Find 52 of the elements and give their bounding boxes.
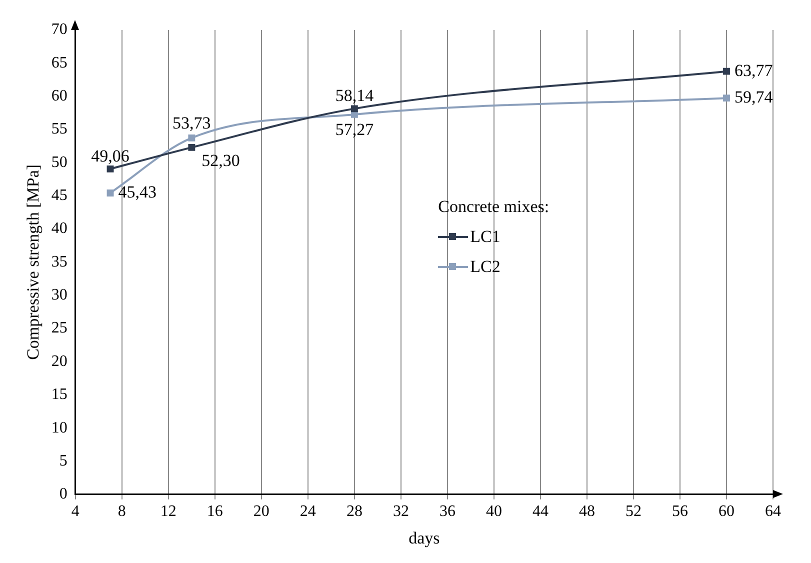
point	[350, 105, 358, 112]
y-tick-label: 45	[51, 187, 68, 204]
x-tick-label: 44	[532, 503, 548, 520]
x-tick-label: 64	[765, 503, 781, 520]
point	[106, 165, 114, 172]
y-tick-label: 60	[51, 88, 68, 105]
y-axis-title: Compressive strength [MPa]	[24, 164, 43, 360]
y-tick-label: 40	[51, 220, 68, 238]
data-label: 49,06	[91, 146, 130, 166]
x-axis-title: days	[408, 528, 440, 548]
data-label: 59,74	[734, 88, 774, 107]
data-label: 45,43	[118, 182, 157, 202]
y-tick-label: 10	[51, 419, 68, 436]
point	[350, 110, 358, 118]
data-label: 57,27	[335, 120, 374, 139]
y-tick-label: 55	[51, 120, 68, 138]
x-tick-label: 52	[625, 503, 642, 520]
x-tick-label: 60	[718, 503, 734, 520]
data-label: 63,77	[734, 60, 774, 80]
legend-title: Concrete mixes:	[438, 196, 550, 218]
x-tick-label: 48	[578, 503, 595, 520]
x-tick-label: 8	[118, 503, 126, 520]
data-label: 53,73	[172, 113, 211, 132]
y-tick-label: 65	[51, 54, 68, 72]
x-tick-label: 24	[300, 503, 316, 520]
point	[188, 144, 196, 151]
x-tick-label: 36	[439, 503, 456, 520]
x-tick-label: 16	[206, 503, 223, 520]
x-tick-label: 4	[71, 503, 80, 520]
data-label: 52,30	[202, 150, 240, 170]
y-tick-label: 20	[51, 352, 68, 370]
x-tick-label: 28	[346, 503, 362, 520]
data-label: 58,14	[335, 86, 374, 106]
y-tick-label: 0	[59, 486, 68, 503]
y-tick-label: 5	[59, 452, 68, 470]
x-tick-label: 12	[160, 503, 176, 520]
point	[723, 68, 730, 75]
y-tick-label: 50	[51, 154, 68, 171]
y-tick-label: 70	[51, 21, 68, 38]
y-tick-label: 15	[51, 386, 68, 404]
legend-label: LC2	[470, 256, 500, 278]
x-tick-label: 56	[672, 503, 688, 520]
point	[723, 94, 730, 102]
point	[106, 190, 114, 196]
point	[188, 134, 196, 142]
x-tick-label: 40	[486, 503, 502, 520]
legend-label: LC1	[470, 226, 500, 248]
x-tick-label: 20	[253, 503, 270, 520]
y-tick-label: 35	[51, 253, 68, 270]
y-tick-label: 30	[51, 286, 68, 304]
x-tick-label: 32	[392, 503, 409, 520]
y-tick-label: 25	[51, 320, 68, 337]
